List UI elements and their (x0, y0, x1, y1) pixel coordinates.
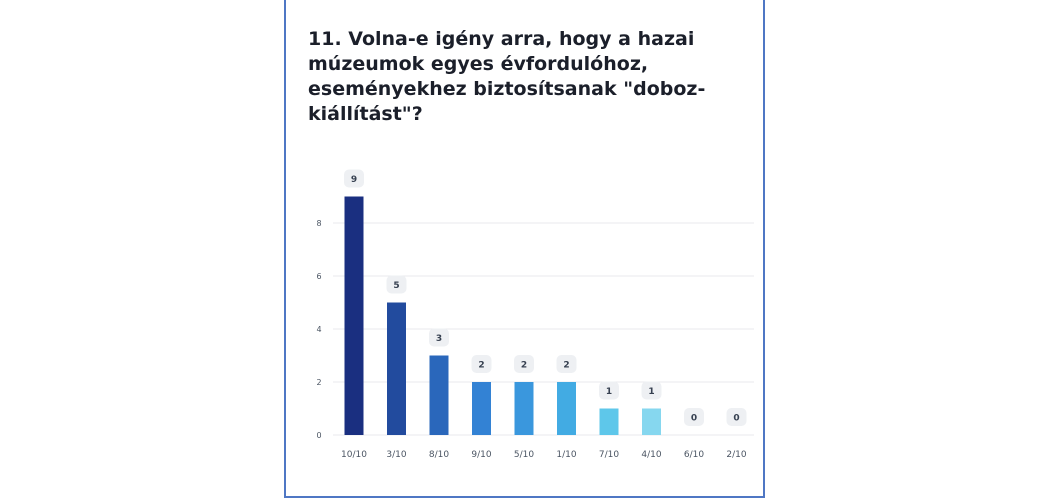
bar (387, 302, 406, 435)
value-label: 2 (521, 361, 527, 371)
value-label-badge (641, 381, 662, 400)
bar-chart: 0 2 4 6 8 9 10/10 5 3/10 3 8/10 2 9/10 2 5/10 2 1/10 1 7/1… (316, 169, 754, 460)
y-tick-label: 8 (316, 219, 321, 228)
bar (344, 196, 364, 435)
bar (557, 382, 576, 435)
x-tick-label: 1/10 (556, 450, 576, 460)
value-label-badge (599, 381, 619, 400)
question-title: 11. Volna-e igény arra, hogy a hazai múz… (308, 28, 706, 125)
bar (642, 408, 661, 435)
x-tick-label: 8/10 (429, 450, 449, 460)
value-label-badge (429, 328, 449, 347)
bar (472, 382, 491, 435)
x-tick-label: 9/10 (471, 450, 491, 460)
question-card: 11. Volna-e igény arra, hogy a hazai múz… (284, 0, 765, 498)
value-label-badge (726, 408, 747, 426)
bar (514, 382, 534, 435)
value-label: 2 (563, 361, 569, 371)
y-tick-label: 6 (316, 272, 321, 281)
x-tick-label: 2/10 (726, 450, 746, 460)
value-label-badge (386, 275, 407, 294)
value-label: 1 (648, 387, 654, 397)
x-tick-label: 5/10 (514, 450, 534, 460)
x-tick-label: 6/10 (684, 450, 704, 460)
value-label: 3 (436, 334, 442, 344)
value-label-badge (514, 355, 534, 373)
value-label-badge (556, 355, 577, 373)
value-label-badge (344, 169, 364, 188)
value-label: 0 (733, 414, 739, 424)
value-label: 2 (478, 361, 484, 371)
bar (429, 355, 449, 435)
bar (599, 408, 619, 435)
x-tick-label: 7/10 (599, 450, 619, 460)
y-tick-label: 0 (316, 431, 321, 440)
value-label: 5 (393, 281, 399, 291)
value-label-badge (471, 355, 492, 373)
value-label: 1 (606, 387, 612, 397)
y-tick-label: 4 (316, 325, 321, 334)
y-tick-label: 2 (316, 378, 321, 387)
x-tick-label: 4/10 (641, 450, 661, 460)
value-label: 0 (691, 414, 697, 424)
x-tick-label: 3/10 (386, 450, 406, 460)
value-label-badge (684, 408, 704, 426)
value-label: 9 (351, 175, 357, 185)
x-tick-label: 10/10 (341, 450, 367, 460)
